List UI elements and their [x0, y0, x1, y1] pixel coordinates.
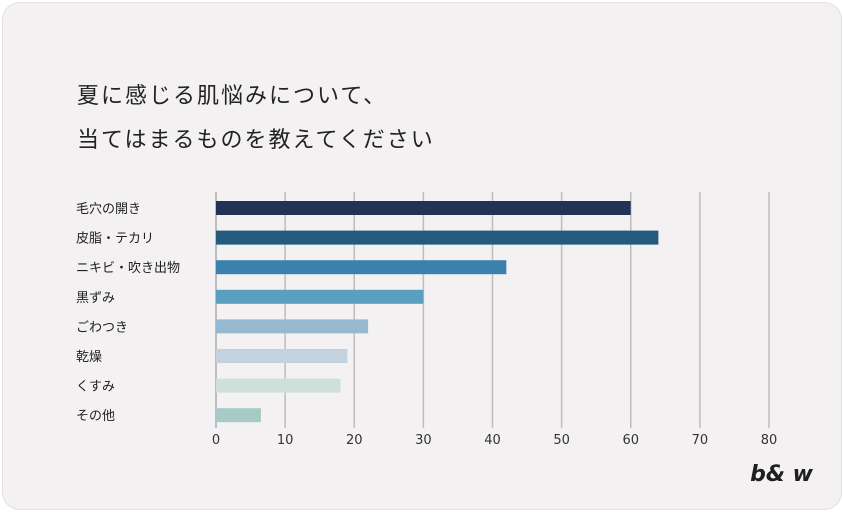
category-label: くすみ: [76, 380, 115, 395]
x-tick-label: 70: [692, 433, 709, 448]
x-tick-label: 0: [212, 433, 220, 448]
category-label: ごわつき: [76, 319, 128, 335]
x-tick-label: 40: [484, 433, 501, 448]
bar: [216, 260, 507, 275]
bar: [216, 201, 631, 215]
x-tick-label: 80: [761, 433, 778, 448]
x-tick-label: 20: [346, 433, 363, 448]
bar: [216, 349, 348, 363]
x-tick-label: 60: [622, 433, 639, 448]
bar: [216, 378, 341, 393]
bar: [216, 408, 261, 423]
category-label: その他: [76, 409, 115, 424]
x-tick-label: 10: [277, 433, 294, 448]
x-tick-label: 30: [415, 433, 432, 448]
brand-logo: b& w: [750, 462, 813, 487]
category-label: 乾燥: [76, 350, 102, 365]
bar: [216, 230, 659, 245]
category-label: 毛穴の開き: [76, 202, 141, 217]
chart-title-line-2: 当てはまるものを教えてください: [77, 128, 435, 153]
category-label: ニキビ・吹き出物: [76, 261, 180, 276]
bar: [216, 319, 369, 334]
bar: [216, 289, 424, 304]
chart-title: 夏に感じる肌悩みについて、 当てはまるものを教えてください: [77, 75, 435, 163]
category-label: 皮脂・テカリ: [76, 232, 154, 247]
chart-title-line-1: 夏に感じる肌悩みについて、: [77, 84, 388, 109]
x-tick-label: 50: [553, 433, 570, 448]
category-label: 黒ずみ: [76, 291, 115, 306]
